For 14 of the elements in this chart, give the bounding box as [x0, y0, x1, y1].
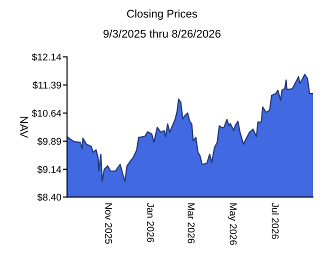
y-tick-label: $11.39	[32, 81, 62, 90]
y-axis-title: NAV	[20, 116, 28, 138]
x-tick-label: Jan 2026	[147, 202, 154, 242]
y-tick-label: $8.40	[37, 193, 62, 202]
x-tick-label: Nov 2025	[105, 203, 112, 244]
y-tick-label: $9.14	[37, 166, 62, 174]
y-tick-label: $9.89	[37, 138, 62, 146]
y-tick-label: $10.64	[32, 109, 62, 118]
x-tick-label: Jul 2026	[272, 202, 279, 239]
x-tick-label: Mar 2026	[188, 203, 195, 244]
chart-title: Closing Prices	[127, 10, 198, 20]
chart-subtitle: 9/3/2025 thru 8/26/2026	[104, 30, 221, 38]
y-tick-label: $12.14	[32, 53, 62, 62]
x-tick-label: May 2026	[228, 203, 237, 245]
